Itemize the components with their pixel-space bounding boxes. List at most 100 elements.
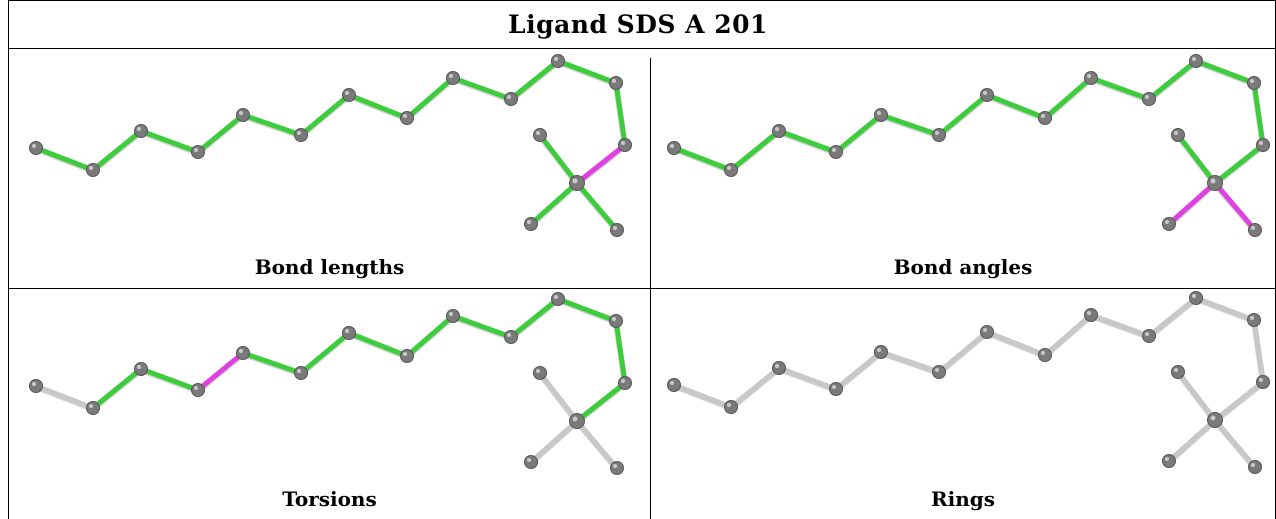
atom (1247, 76, 1261, 90)
atom-highlight (935, 131, 939, 135)
atom-highlight (32, 382, 36, 386)
atom-highlight (1087, 74, 1091, 78)
atom (446, 71, 460, 85)
atom (524, 217, 538, 231)
bond-neutral (1212, 379, 1266, 423)
bond-ok (1042, 75, 1094, 121)
atom-highlight (1259, 378, 1263, 382)
atom (1084, 71, 1098, 85)
atom (1189, 291, 1203, 305)
atom (980, 325, 994, 339)
bond-outlier (1212, 180, 1258, 233)
atom-highlight (239, 111, 243, 115)
bond-ok (90, 128, 144, 173)
atom-highlight (554, 295, 558, 299)
bond-neutral (528, 418, 580, 465)
atom (569, 175, 585, 191)
bond-neutral (1175, 369, 1218, 423)
atom-highlight (935, 368, 939, 372)
left-border (8, 0, 9, 519)
bond-ok (298, 330, 352, 376)
atom-highlight (89, 404, 93, 408)
molecule-rings (667, 291, 1270, 474)
bond-ok (936, 92, 990, 138)
atom-highlight (775, 127, 779, 131)
atom-highlight (572, 416, 578, 422)
atom-highlight (507, 333, 511, 337)
atom-highlight (1259, 141, 1263, 145)
bond-ok (776, 128, 839, 155)
atom (236, 108, 250, 122)
atom-highlight (1145, 95, 1149, 99)
atom-highlight (1251, 463, 1255, 467)
atom (1256, 138, 1270, 152)
bond-ok (346, 92, 410, 121)
atom-highlight (32, 144, 36, 148)
top-border (8, 0, 1276, 1)
bond-neutral (33, 383, 96, 411)
atom (609, 314, 623, 328)
bond-ok (574, 180, 620, 233)
atom (1038, 111, 1052, 125)
bond-ok (613, 80, 628, 148)
atom (236, 346, 250, 360)
bond-outlier (1166, 180, 1218, 227)
atom-highlight (1192, 57, 1196, 61)
panel-caption: Bond angles (893, 255, 1033, 279)
bond-neutral (1042, 312, 1094, 358)
atom-highlight (775, 364, 779, 368)
panel-torsions: Torsions (9, 289, 650, 519)
bond-ok (1251, 80, 1266, 148)
atom (1248, 460, 1262, 474)
atom (134, 362, 148, 376)
atom (1171, 365, 1185, 379)
atom-highlight (297, 369, 301, 373)
atom (524, 455, 538, 469)
atom (86, 163, 100, 177)
atom-highlight (1250, 79, 1254, 83)
bond-ok (404, 75, 456, 121)
atom-highlight (983, 328, 987, 332)
atom-highlight (1165, 220, 1169, 224)
atom (342, 88, 356, 102)
bond-neutral (537, 370, 580, 424)
molecule-bond-angles (667, 54, 1270, 237)
molecule-torsions (29, 292, 632, 475)
atom (86, 401, 100, 415)
atom (1084, 308, 1098, 322)
atom (667, 378, 681, 392)
atom (1248, 223, 1262, 237)
atom-highlight (983, 91, 987, 95)
atom-highlight (449, 74, 453, 78)
bond-ok (240, 112, 304, 138)
atom (551, 292, 565, 306)
atom-highlight (194, 386, 198, 390)
bond-ok (555, 58, 619, 86)
bond-neutral (1251, 317, 1266, 385)
atom (874, 345, 888, 359)
atom-highlight (832, 385, 836, 389)
bond-outlier (574, 142, 628, 186)
atom-highlight (345, 329, 349, 333)
atom (504, 92, 518, 106)
atom (932, 128, 946, 142)
atom-highlight (403, 352, 407, 356)
bond-neutral (833, 349, 884, 392)
bond-ok (833, 112, 884, 155)
atom (1207, 175, 1223, 191)
atom (829, 382, 843, 396)
atom (294, 128, 308, 142)
atom-highlight (449, 312, 453, 316)
bond-ok (1146, 58, 1199, 102)
bond-neutral (574, 418, 620, 471)
bond-ok (878, 112, 942, 138)
column-divider (650, 58, 651, 519)
atom-highlight (1251, 226, 1255, 230)
atom (191, 383, 205, 397)
atom (724, 400, 738, 414)
atom (294, 366, 308, 380)
atom-highlight (727, 166, 731, 170)
bond-neutral (1088, 312, 1152, 339)
atom (874, 108, 888, 122)
panel-rings: Rings (651, 289, 1275, 519)
